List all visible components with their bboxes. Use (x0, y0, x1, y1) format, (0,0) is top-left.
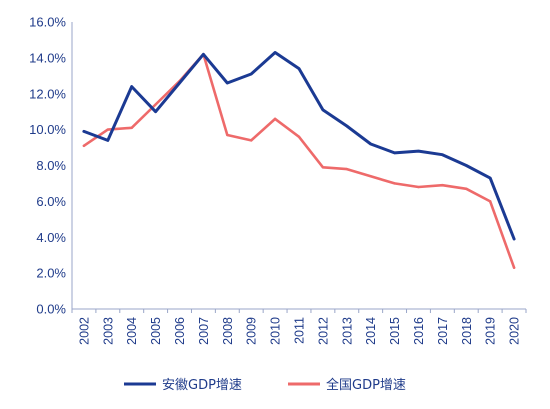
data-point (273, 117, 277, 121)
x-tick-label: 2008 (221, 317, 235, 345)
data-point (393, 182, 396, 185)
data-point (512, 237, 516, 241)
y-axis-ticks: 0.0% 2.0% 4.0% 6.0% 8.0% 10.0% 12.0% 14.0% 16.0% (29, 15, 66, 317)
data-point (417, 149, 420, 153)
data-point (441, 184, 444, 187)
data-point (130, 126, 133, 130)
y-tick-label: 0.0% (36, 302, 66, 317)
data-point (154, 110, 157, 113)
data-point (512, 266, 516, 269)
y-tick-label: 8.0% (36, 158, 66, 173)
data-point (250, 139, 253, 142)
series-line-1 (82, 52, 516, 270)
legend-label-0: 安徽GDP增速 (162, 378, 242, 393)
data-point (250, 72, 253, 76)
x-tick-label: 2014 (364, 317, 378, 345)
y-tick-label: 12.0% (29, 86, 66, 101)
legend: 安徽GDP增速 全国GDP增速 (124, 377, 406, 393)
x-tick-label: 2006 (173, 317, 187, 345)
x-tick-label: 2003 (101, 317, 115, 345)
x-tick-label: 2016 (412, 317, 426, 345)
x-tick-label: 2017 (436, 317, 450, 345)
y-tick-label: 2.0% (36, 266, 66, 281)
x-tick-label: 2004 (125, 317, 139, 345)
data-point (345, 167, 348, 171)
x-tick-label: 2012 (316, 317, 330, 345)
data-point (226, 81, 229, 85)
data-point (369, 142, 372, 146)
data-point (82, 144, 86, 147)
y-tick-label: 10.0% (29, 122, 66, 137)
x-tick-label: 2011 (293, 317, 307, 344)
data-point (488, 200, 492, 203)
data-point (417, 185, 420, 189)
x-tick-label: 2005 (149, 317, 163, 345)
x-tick-label: 2002 (77, 317, 91, 345)
x-tick-label: 2018 (460, 317, 474, 345)
x-axis-ticks: 2002 2003 2004 2005 2006 2007 2008 2009 2010 2011… (77, 317, 521, 345)
x-tick-label: 2010 (269, 317, 283, 345)
x-tick-label: 2009 (245, 317, 259, 345)
data-point (321, 166, 325, 169)
series-line-0 (82, 51, 516, 241)
x-tick-label: 2007 (197, 317, 211, 345)
data-point (106, 139, 110, 142)
x-tick-label: 2020 (508, 317, 522, 345)
y-tick-label: 4.0% (36, 230, 66, 245)
data-point (465, 164, 468, 167)
data-point (465, 187, 468, 191)
data-point (297, 135, 301, 138)
data-point (106, 128, 110, 131)
data-point (441, 153, 444, 156)
data-point (178, 81, 181, 85)
data-point (393, 151, 396, 155)
x-tick-label: 2013 (340, 317, 354, 345)
x-tick-label: 2015 (388, 317, 402, 345)
legend-label-1: 全国GDP增速 (326, 377, 406, 393)
data-point (82, 130, 86, 133)
data-point (226, 133, 229, 137)
data-point (130, 85, 133, 88)
data-point (202, 53, 205, 56)
y-tick-label: 14.0% (29, 50, 66, 65)
data-point (297, 67, 301, 70)
data-point (369, 175, 372, 178)
y-tick-label: 16.0% (29, 15, 66, 30)
series-lines (82, 51, 516, 270)
y-tick-label: 6.0% (36, 194, 66, 209)
axes (71, 22, 527, 313)
data-point (345, 124, 348, 128)
x-tick-label: 2019 (484, 317, 498, 345)
data-point (154, 103, 157, 106)
data-point (273, 51, 277, 54)
data-point (321, 108, 325, 112)
data-point (488, 176, 492, 180)
